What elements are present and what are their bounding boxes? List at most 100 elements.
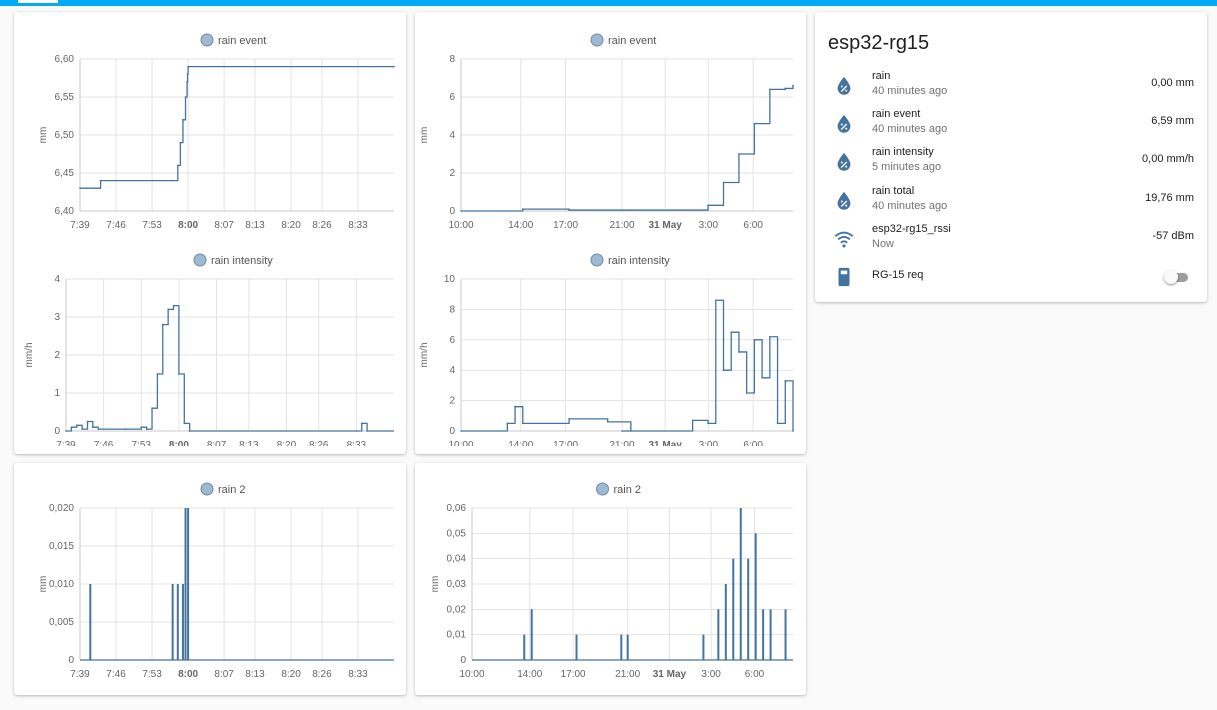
data-point xyxy=(161,323,164,326)
y-tick-label: 0 xyxy=(460,655,466,666)
x-tick-label: 8:07 xyxy=(214,220,234,231)
data-point xyxy=(521,208,524,210)
data-bar xyxy=(626,634,629,660)
entity-row-rain-intensity[interactable]: rain intensity 5 minutes ago 0,00 mm/h xyxy=(815,143,1207,181)
y-tick-label: 6,50 xyxy=(55,130,75,141)
y-tick-label: 6 xyxy=(449,92,455,103)
data-point xyxy=(792,84,794,87)
y-tick-label: 0,04 xyxy=(447,554,467,565)
y-axis-label: mm xyxy=(38,576,49,593)
data-bar xyxy=(523,634,526,660)
data-point xyxy=(70,426,73,428)
x-tick-label: 8:00 xyxy=(178,220,198,231)
data-point xyxy=(630,209,632,211)
history-chart-rain-event-short: rain event 6,40 6,45 6,50 6,55 6,60 7:39 7:46 7:… xyxy=(38,33,395,231)
data-point xyxy=(761,377,763,379)
x-tick-label: 8:33 xyxy=(348,669,368,680)
toggle-thumb xyxy=(1164,270,1178,284)
rg15-req-toggle[interactable] xyxy=(1164,270,1190,284)
data-point xyxy=(81,428,83,430)
entity-row-rain-event[interactable]: rain event 40 minutes ago 6,59 mm xyxy=(815,105,1207,143)
series-line xyxy=(80,65,394,189)
data-bar xyxy=(702,634,705,660)
legend-label: rain intensity xyxy=(211,255,273,267)
entity-row-rssi[interactable]: esp32-rg15_rssi Now -57 dBm xyxy=(815,220,1207,258)
x-tick-label: 8:00 xyxy=(178,669,198,680)
y-tick-label: 4 xyxy=(449,365,455,376)
data-point xyxy=(360,422,363,425)
data-point xyxy=(722,369,725,371)
y-tick-label: 0,005 xyxy=(49,617,74,628)
entity-row-rg15-req[interactable]: RG-15 req xyxy=(815,258,1207,296)
x-tick-label: 8:13 xyxy=(245,220,265,231)
data-point xyxy=(753,339,756,341)
water-percent-icon xyxy=(833,190,855,212)
y-tick-label: 0,010 xyxy=(49,579,74,590)
y-tick-label: 0 xyxy=(449,206,455,217)
data-point xyxy=(691,419,694,422)
data-point xyxy=(514,405,516,408)
data-point xyxy=(568,418,570,420)
data-bar xyxy=(181,584,184,660)
data-point xyxy=(769,88,771,91)
y-axis-label: mm xyxy=(430,576,441,593)
x-tick-label: 8:07 xyxy=(214,669,234,680)
data-point xyxy=(521,422,524,425)
y-tick-label: 6,40 xyxy=(55,206,75,217)
y-tick-label: 0 xyxy=(54,426,60,437)
data-point xyxy=(460,210,462,212)
data-point xyxy=(707,204,709,207)
entity-last-changed: 5 minutes ago xyxy=(872,161,942,173)
legend-swatch xyxy=(200,482,214,496)
data-point xyxy=(183,422,186,425)
x-tick-label: 6:00 xyxy=(743,440,763,446)
x-tick-label: 21:00 xyxy=(610,220,635,231)
data-bar xyxy=(530,609,533,660)
data-point xyxy=(621,430,623,432)
data-bar xyxy=(187,508,190,660)
history-card-short-range: rain event 6,40 6,45 6,50 6,55 6,60 7:39 7:46 7:… xyxy=(14,12,406,454)
legend-swatch xyxy=(200,33,214,47)
data-point xyxy=(94,187,97,189)
x-tick-label: 8:07 xyxy=(207,440,227,446)
entity-row-rain-total[interactable]: rain total 40 minutes ago 19,76 mm xyxy=(815,182,1207,220)
data-point xyxy=(738,153,740,155)
data-point xyxy=(65,430,67,432)
data-point xyxy=(178,373,180,375)
y-tick-label: 2 xyxy=(449,396,455,407)
y-tick-label: 6,45 xyxy=(55,168,75,179)
y-axis-label: mm xyxy=(419,127,430,144)
data-bar xyxy=(754,533,757,660)
data-point xyxy=(621,209,623,211)
data-point xyxy=(460,430,462,432)
data-bar xyxy=(769,609,772,660)
entity-row-rain[interactable]: rain 40 minutes ago 0,00 mm xyxy=(815,67,1207,105)
history-card-long-range: rain event 0 2 4 6 8 10:00 14:00 17:00 21:00 31 Ma… xyxy=(415,12,806,454)
data-point xyxy=(707,422,709,425)
data-point xyxy=(92,426,94,428)
data-point xyxy=(606,421,609,423)
data-point xyxy=(745,392,748,394)
data-bar xyxy=(620,634,623,660)
data-bar xyxy=(717,609,720,660)
legend-label: rain event xyxy=(218,35,266,47)
entity-state: 0,00 mm xyxy=(1151,77,1194,89)
history-card-rain2-long: rain 2 0 0,01 0,02 0,03 0,04 0,05 0,06 10:00 14:0… xyxy=(415,463,806,695)
history-chart-rain-event-long: rain event 0 2 4 6 8 10:00 14:00 17:00 21:00 31 Ma… xyxy=(419,33,794,231)
x-tick-label: 8:00 xyxy=(169,440,189,446)
y-tick-label: 0 xyxy=(449,426,455,437)
y-tick-label: 8 xyxy=(449,54,455,65)
water-percent-icon xyxy=(833,75,855,97)
y-tick-label: 0,015 xyxy=(49,541,74,552)
x-tick-label: 8:13 xyxy=(245,669,265,680)
data-point xyxy=(99,179,102,182)
y-tick-label: 8 xyxy=(449,304,455,315)
x-tick-label: 8:20 xyxy=(281,220,301,231)
y-axis-label: mm xyxy=(38,127,49,144)
entity-last-changed: 40 minutes ago xyxy=(872,123,948,135)
data-bar xyxy=(739,508,742,660)
data-point xyxy=(184,96,187,98)
entity-state: 0,00 mm/h xyxy=(1142,153,1194,165)
water-percent-icon xyxy=(833,113,855,135)
x-tick-label: 8:20 xyxy=(277,440,297,446)
